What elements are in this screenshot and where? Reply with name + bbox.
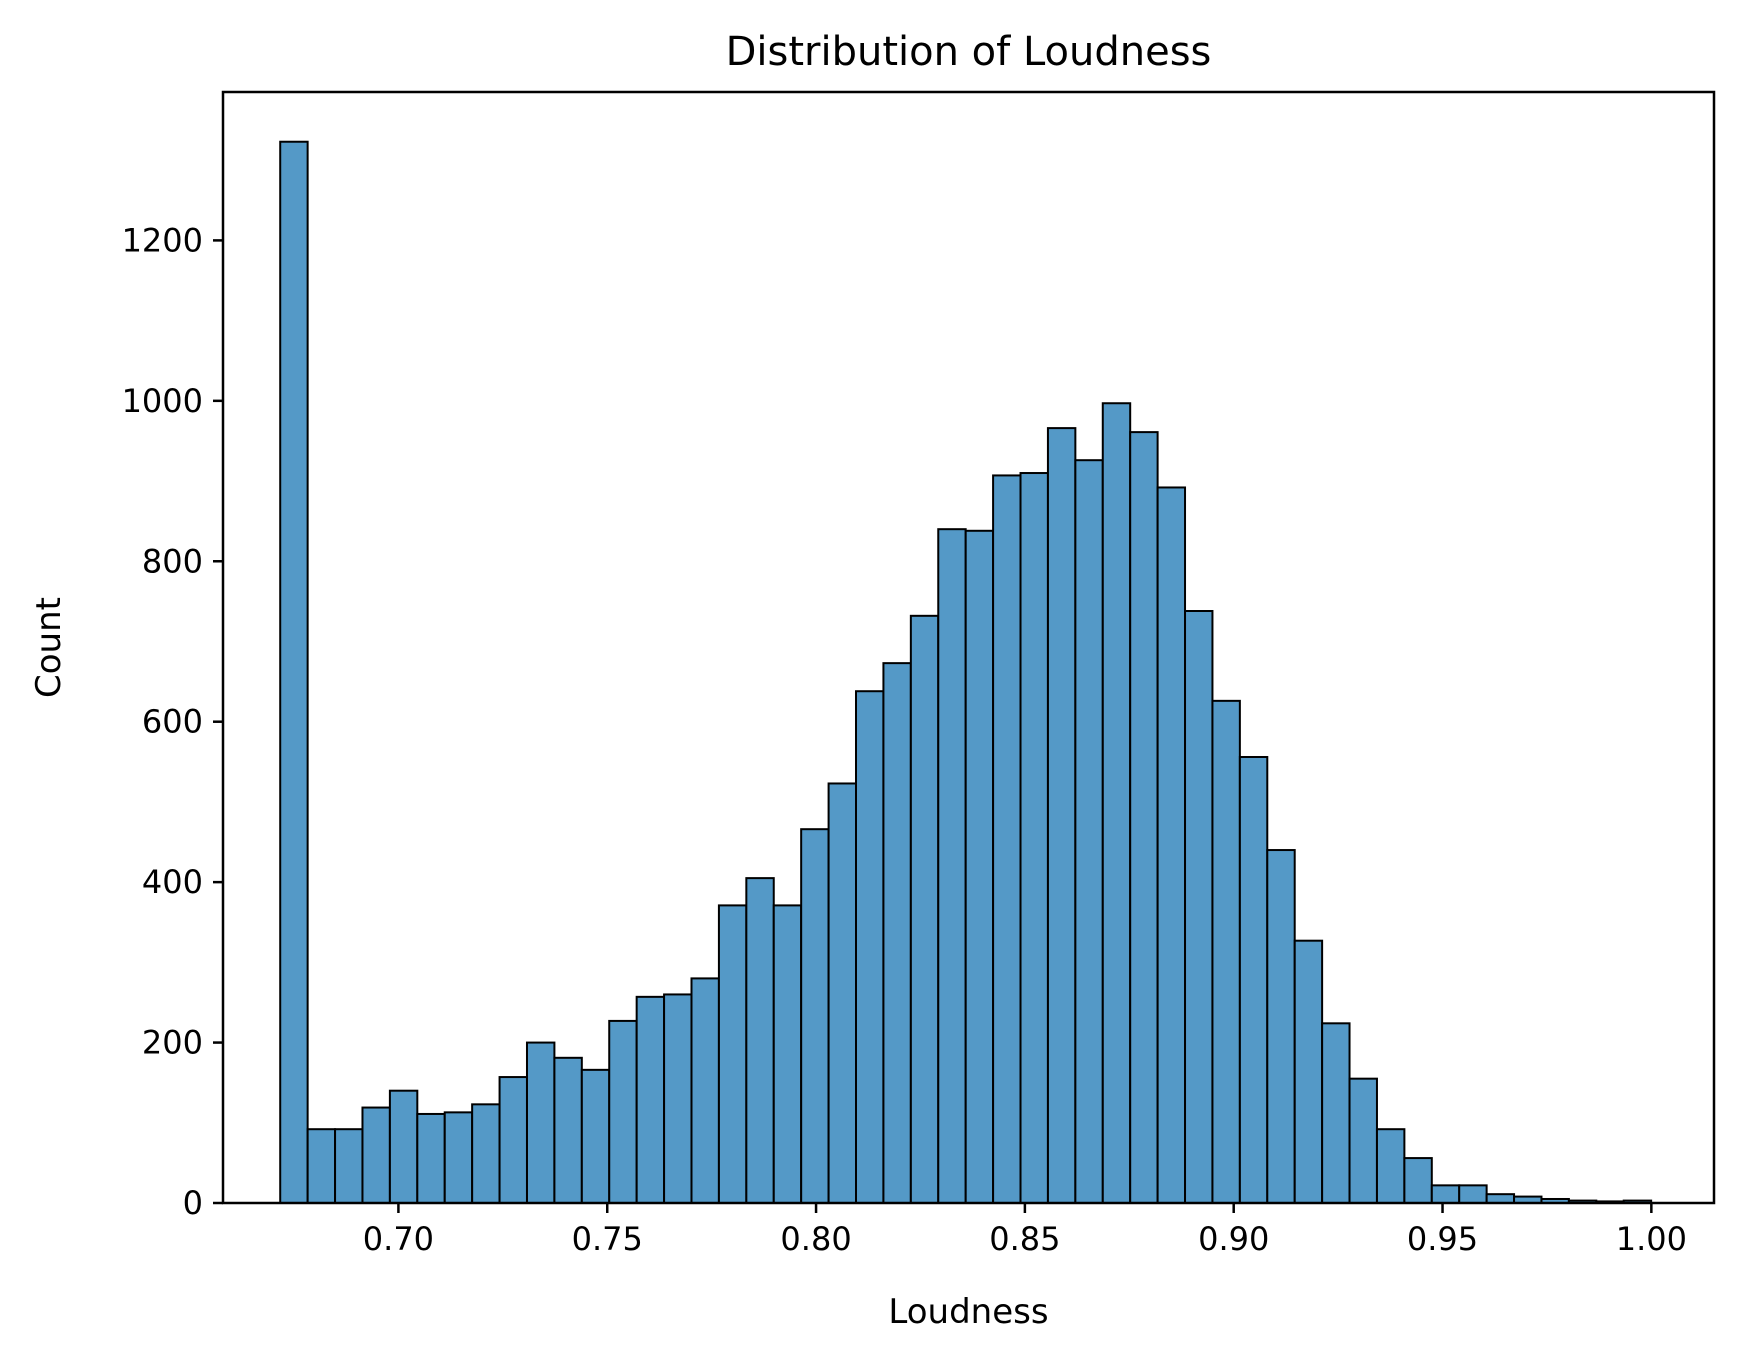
histogram-bar <box>1293 939 1324 1204</box>
histogram-bar <box>635 995 666 1204</box>
histogram-bar <box>361 1106 391 1204</box>
histogram-bars <box>279 140 1653 1205</box>
chart-title: Distribution of Loudness <box>726 29 1212 75</box>
histogram-bar <box>416 1112 446 1205</box>
histogram-bar <box>663 993 693 1204</box>
y-axis-ticks: 0 200 400 600 800 1000 1200 <box>122 221 223 1222</box>
histogram-bar <box>1348 1077 1378 1205</box>
histogram-bar <box>772 904 803 1204</box>
x-tick-label: 0.70 <box>363 1220 434 1258</box>
histogram-bar <box>1238 755 1269 1204</box>
plot-frame <box>221 90 1716 1205</box>
histogram-bar <box>498 1076 528 1205</box>
histogram-bar <box>1129 431 1159 1204</box>
histogram-bar <box>1430 1184 1461 1204</box>
histogram-bar <box>553 1056 583 1205</box>
y-axis-label: Count <box>29 597 69 698</box>
histogram-bar <box>1046 427 1077 1204</box>
histogram-bar <box>745 877 775 1204</box>
x-tick-label: 0.90 <box>1198 1220 1269 1258</box>
x-tick-label: 0.80 <box>780 1220 851 1258</box>
y-tick-label: 0 <box>183 1184 203 1222</box>
histogram-bar <box>306 1128 337 1204</box>
x-tick-label: 0.95 <box>1407 1220 1478 1258</box>
histogram-bar <box>334 1128 364 1204</box>
histogram-bar <box>1101 402 1132 1205</box>
histogram-bar <box>279 140 309 1205</box>
y-tick-label: 1000 <box>122 382 203 420</box>
histogram-bar <box>443 1111 474 1204</box>
histogram-bar <box>1321 1022 1351 1205</box>
histogram-bar <box>525 1041 556 1204</box>
histogram-bar <box>937 528 967 1204</box>
histogram-bar <box>1485 1193 1516 1204</box>
histogram-bar <box>1184 610 1214 1204</box>
histogram-bar <box>992 474 1022 1204</box>
x-axis-label: Loudness <box>888 1292 1048 1332</box>
y-tick-label: 400 <box>142 863 203 901</box>
x-axis-ticks: 0.70 0.75 0.80 0.85 0.90 0.95 1.00 <box>363 1203 1687 1258</box>
histogram-bar <box>1375 1128 1406 1204</box>
x-tick-label: 1.00 <box>1616 1220 1687 1258</box>
histogram-bar <box>608 1019 638 1205</box>
histogram-bar <box>1266 849 1296 1204</box>
histogram-bar <box>882 662 912 1204</box>
histogram-bar <box>1458 1184 1488 1204</box>
histogram-bar <box>827 782 858 1204</box>
histogram-bar <box>1074 459 1104 1204</box>
histogram-bar <box>909 614 940 1204</box>
histogram-bar <box>471 1103 501 1205</box>
histogram-bar <box>388 1089 419 1205</box>
histogram-bar <box>580 1068 611 1205</box>
x-tick-label: 0.75 <box>572 1220 643 1258</box>
histogram-bar <box>1156 486 1187 1204</box>
y-tick-label: 800 <box>142 542 203 580</box>
histogram-bar <box>1211 699 1241 1204</box>
y-tick-label: 600 <box>142 703 203 741</box>
histogram-bar <box>1403 1157 1433 1205</box>
histogram-bar <box>717 904 748 1204</box>
y-tick-label: 1200 <box>122 221 203 259</box>
histogram-bar <box>690 977 720 1204</box>
histogram-bar <box>1019 472 1049 1204</box>
y-tick-label: 200 <box>142 1024 203 1062</box>
histogram-bar <box>800 828 830 1204</box>
histogram-bar <box>964 529 995 1204</box>
histogram-bar <box>855 690 885 1205</box>
x-tick-label: 0.85 <box>989 1220 1060 1258</box>
